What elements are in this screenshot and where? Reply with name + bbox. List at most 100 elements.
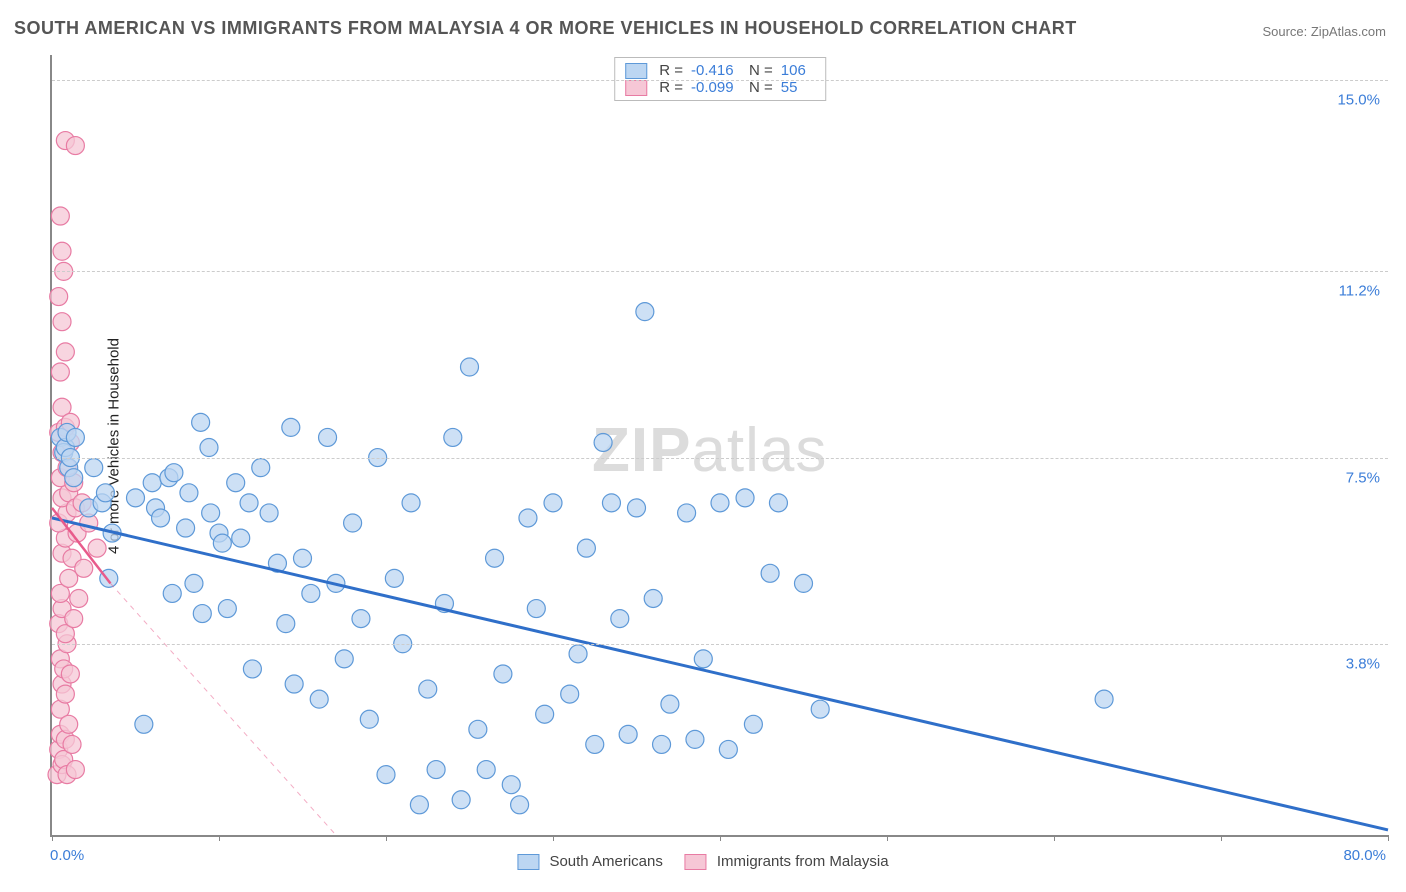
data-point xyxy=(202,504,220,522)
data-point xyxy=(594,433,612,451)
data-point xyxy=(302,584,320,602)
data-point xyxy=(527,600,545,618)
gridline xyxy=(52,80,1388,81)
data-point xyxy=(360,710,378,728)
data-point xyxy=(611,610,629,628)
data-point xyxy=(127,489,145,507)
stats-legend-box: R =-0.416N =106R =-0.099N =55 xyxy=(614,57,826,101)
data-point xyxy=(60,715,78,733)
legend-label: Immigrants from Malaysia xyxy=(717,853,889,870)
data-point xyxy=(200,439,218,457)
data-point xyxy=(310,690,328,708)
plot-area: ZIPatlas R =-0.416N =106R =-0.099N =55 3… xyxy=(50,55,1388,837)
data-point xyxy=(180,484,198,502)
data-point xyxy=(240,494,258,512)
data-point xyxy=(65,610,83,628)
data-point xyxy=(193,605,211,623)
legend-label: South Americans xyxy=(549,853,662,870)
gridline xyxy=(52,271,1388,272)
data-point xyxy=(744,715,762,733)
stats-row: R =-0.099N =55 xyxy=(625,79,815,96)
gridline xyxy=(52,644,1388,645)
stat-n-value: 55 xyxy=(781,79,815,96)
data-point xyxy=(185,574,203,592)
y-tick-label: 11.2% xyxy=(1339,283,1380,300)
x-axis-max-label: 80.0% xyxy=(1343,847,1386,864)
data-point xyxy=(66,428,84,446)
data-point xyxy=(282,418,300,436)
data-point xyxy=(232,529,250,547)
x-tick xyxy=(720,835,721,841)
data-point xyxy=(260,504,278,522)
data-point xyxy=(56,685,74,703)
data-point xyxy=(1095,690,1113,708)
legend-swatch xyxy=(517,854,539,870)
data-point xyxy=(177,519,195,537)
legend-item: South Americans xyxy=(517,853,662,870)
data-point xyxy=(494,665,512,683)
data-point xyxy=(427,761,445,779)
data-point xyxy=(65,469,83,487)
x-tick xyxy=(553,835,554,841)
data-point xyxy=(294,549,312,567)
stats-row: R =-0.416N =106 xyxy=(625,62,815,79)
data-point xyxy=(694,650,712,668)
stat-r-label: R = xyxy=(659,62,683,79)
data-point xyxy=(569,645,587,663)
data-point xyxy=(143,474,161,492)
data-point xyxy=(243,660,261,678)
data-point xyxy=(344,514,362,532)
data-point xyxy=(761,564,779,582)
data-point xyxy=(53,313,71,331)
stat-r-value: -0.099 xyxy=(691,79,741,96)
data-point xyxy=(192,413,210,431)
data-point xyxy=(795,574,813,592)
data-point xyxy=(66,761,84,779)
data-point xyxy=(769,494,787,512)
series-legend: South Americans Immigrants from Malaysia xyxy=(517,853,888,870)
series-swatch xyxy=(625,63,647,79)
x-axis-min-label: 0.0% xyxy=(50,847,84,864)
data-point xyxy=(227,474,245,492)
data-point xyxy=(285,675,303,693)
legend-swatch xyxy=(685,854,707,870)
data-point xyxy=(352,610,370,628)
data-point xyxy=(51,207,69,225)
data-point xyxy=(452,791,470,809)
data-point xyxy=(319,428,337,446)
data-point xyxy=(75,559,93,577)
data-point xyxy=(486,549,504,567)
stat-r-label: R = xyxy=(659,79,683,96)
data-point xyxy=(53,242,71,260)
data-point xyxy=(218,600,236,618)
source-link[interactable]: ZipAtlas.com xyxy=(1311,24,1386,39)
data-point xyxy=(70,589,88,607)
data-point xyxy=(536,705,554,723)
data-point xyxy=(811,700,829,718)
data-point xyxy=(577,539,595,557)
x-tick xyxy=(386,835,387,841)
data-point xyxy=(377,766,395,784)
data-point xyxy=(719,740,737,758)
x-tick xyxy=(1221,835,1222,841)
data-point xyxy=(519,509,537,527)
source-attribution: Source: ZipAtlas.com xyxy=(1262,24,1386,39)
chart-title: SOUTH AMERICAN VS IMMIGRANTS FROM MALAYS… xyxy=(14,18,1077,39)
data-point xyxy=(511,796,529,814)
data-point xyxy=(461,358,479,376)
data-point xyxy=(636,303,654,321)
data-point xyxy=(56,343,74,361)
data-point xyxy=(586,735,604,753)
data-point xyxy=(213,534,231,552)
y-tick-label: 15.0% xyxy=(1337,92,1380,109)
gridline xyxy=(52,458,1388,459)
data-point xyxy=(736,489,754,507)
data-point xyxy=(96,484,114,502)
x-tick xyxy=(52,835,53,841)
data-point xyxy=(61,665,79,683)
source-prefix: Source: xyxy=(1262,24,1310,39)
data-point xyxy=(477,761,495,779)
data-point xyxy=(252,459,270,477)
data-point xyxy=(163,584,181,602)
data-point xyxy=(135,715,153,733)
